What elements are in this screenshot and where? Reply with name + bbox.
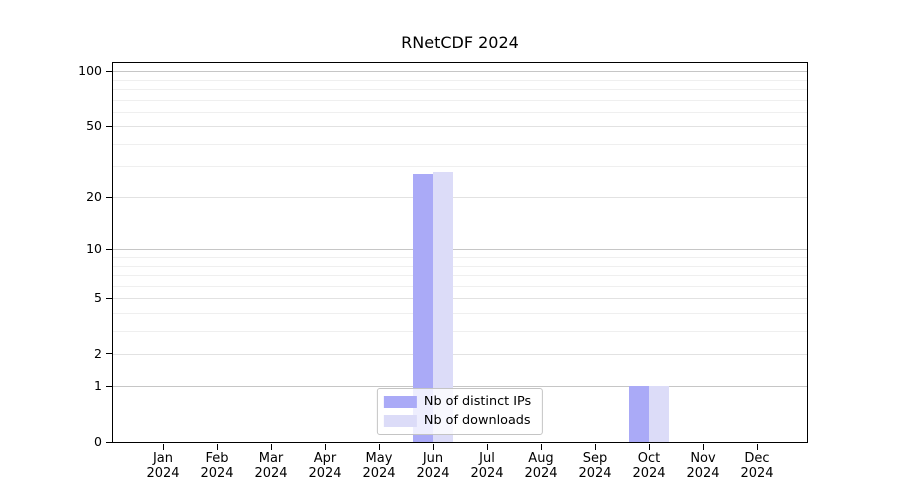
major-gridline xyxy=(113,197,807,199)
x-axis-label: Mar 2024 xyxy=(254,451,288,481)
minor-gridline xyxy=(113,312,807,314)
x-axis-tick xyxy=(486,444,488,450)
x-axis-label: Apr 2024 xyxy=(308,451,342,481)
x-axis-tick xyxy=(432,444,434,450)
bar-distinct-ips xyxy=(629,386,649,442)
x-axis-label: Jun 2024 xyxy=(416,451,450,481)
y-axis-label: 5 xyxy=(94,290,102,306)
major-gridline xyxy=(113,71,807,73)
y-axis-label: 1 xyxy=(94,378,102,394)
legend-item-downloads: Nb of downloads xyxy=(383,413,531,428)
minor-gridline xyxy=(113,330,807,332)
minor-gridline xyxy=(113,99,807,101)
minor-gridline xyxy=(113,79,807,81)
x-axis-tick xyxy=(756,444,758,450)
y-axis-label: 20 xyxy=(86,189,102,205)
x-axis-tick xyxy=(162,444,164,450)
major-gridline xyxy=(113,249,807,251)
x-axis-tick xyxy=(540,444,542,450)
legend-label: Nb of downloads xyxy=(423,413,531,428)
x-axis-tick xyxy=(216,444,218,450)
minor-gridline xyxy=(113,166,807,168)
y-axis-label: 2 xyxy=(94,345,102,361)
y-axis-label: 0 xyxy=(94,434,102,449)
plot-area: Nb of distinct IPs Nb of downloads xyxy=(112,62,808,443)
x-axis-label: Jan 2024 xyxy=(146,451,180,481)
x-axis-label: Jul 2024 xyxy=(470,451,504,481)
y-axis-label: 100 xyxy=(78,63,102,79)
major-gridline xyxy=(113,353,807,355)
minor-gridline xyxy=(113,265,807,267)
bar-downloads xyxy=(649,386,669,442)
legend-swatch xyxy=(383,395,417,408)
legend-item-distinct-ips: Nb of distinct IPs xyxy=(383,394,532,409)
x-axis-tick xyxy=(378,444,380,450)
y-axis-label: 50 xyxy=(86,118,102,134)
y-axis-label: 10 xyxy=(86,241,102,257)
minor-gridline xyxy=(113,285,807,287)
x-axis-label: Oct 2024 xyxy=(632,451,666,481)
x-axis-label: Aug 2024 xyxy=(524,451,558,481)
minor-gridline xyxy=(113,274,807,276)
minor-gridline xyxy=(113,111,807,113)
gridlines xyxy=(113,63,807,442)
x-axis-tick xyxy=(324,444,326,450)
x-axis-tick xyxy=(648,444,650,450)
x-axis-label: Nov 2024 xyxy=(686,451,720,481)
bars xyxy=(113,63,807,442)
legend-label: Nb of distinct IPs xyxy=(423,394,532,409)
x-axis-label: Dec 2024 xyxy=(740,451,774,481)
x-axis-tick xyxy=(270,444,272,450)
x-axis-tick xyxy=(702,444,704,450)
major-gridline xyxy=(113,298,807,300)
minor-gridline xyxy=(113,257,807,259)
minor-gridline xyxy=(113,89,807,91)
x-axis-label: Sep 2024 xyxy=(578,451,612,481)
chart-title: RNetCDF 2024 xyxy=(401,33,519,52)
x-axis-label: Feb 2024 xyxy=(200,451,234,481)
x-axis-label: May 2024 xyxy=(362,451,396,481)
legend: Nb of distinct IPs Nb of downloads xyxy=(376,388,544,435)
legend-swatch xyxy=(383,414,417,427)
x-axis-tick xyxy=(594,444,596,450)
minor-gridline xyxy=(113,143,807,145)
major-gridline xyxy=(113,126,807,128)
